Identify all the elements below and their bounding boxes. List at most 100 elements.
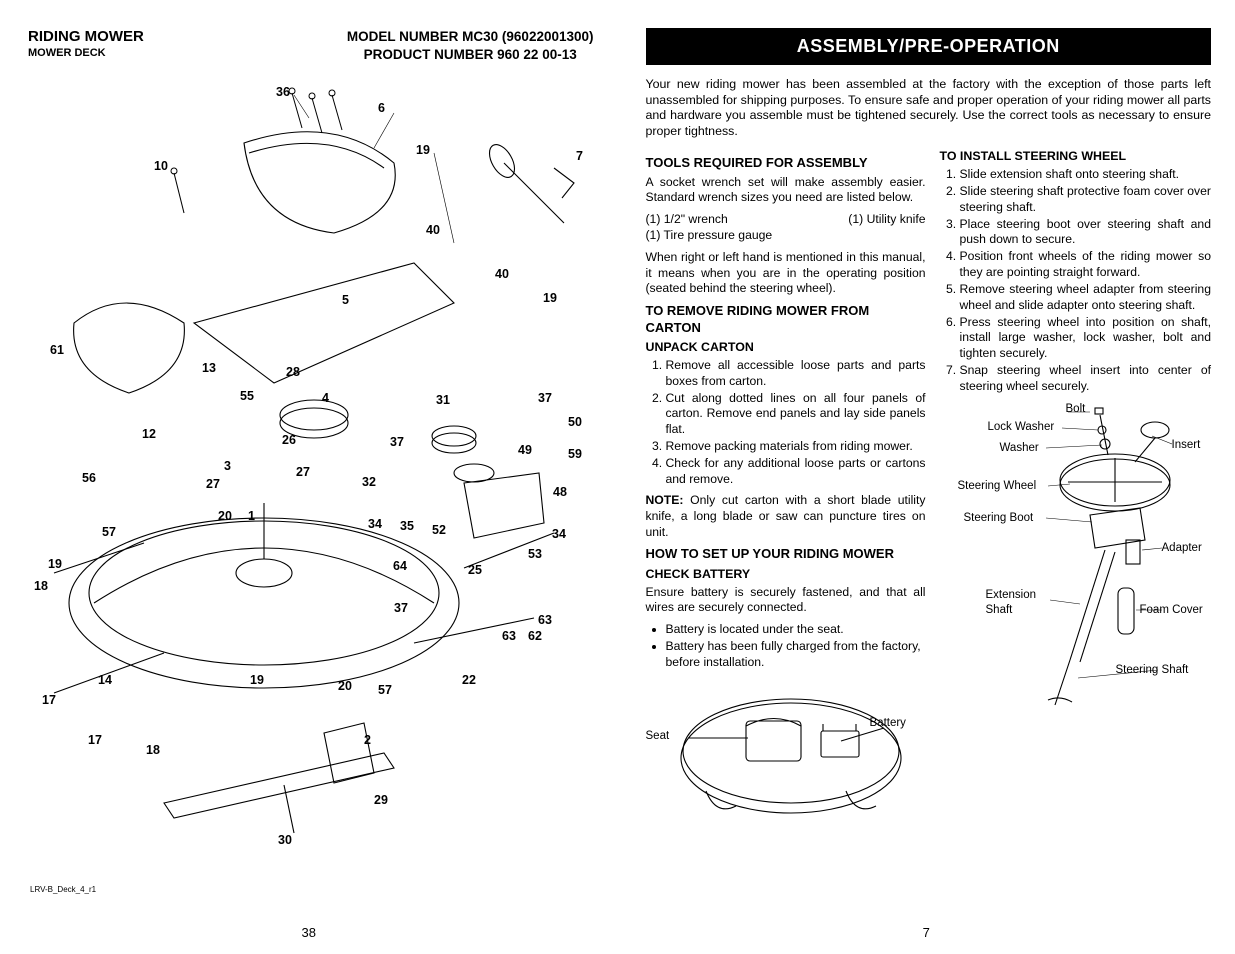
callout-number: 7 — [576, 149, 583, 163]
callout-number: 19 — [416, 143, 430, 157]
setup-heading: HOW TO SET UP YOUR RIDING MOWER — [646, 546, 926, 563]
callout-number: 37 — [390, 435, 404, 449]
page-right: ASSEMBLY/PRE-OPERATION Your new riding m… — [618, 0, 1235, 954]
list-item: Position front wheels of the riding mowe… — [960, 249, 1212, 280]
callout-number: 31 — [436, 393, 450, 407]
callout-number: 5 — [342, 293, 349, 307]
callout-number: 63 — [538, 613, 552, 627]
battery-figure: Seat Battery — [646, 676, 926, 831]
steering-wheel-label: Steering Wheel — [958, 479, 1037, 494]
steering-shaft-label: Steering Shaft — [1116, 663, 1189, 678]
callout-number: 22 — [462, 673, 476, 687]
callout-number: 6 — [378, 101, 385, 115]
callout-number: 62 — [528, 629, 542, 643]
callout-number: 34 — [552, 527, 566, 541]
callout-number: 57 — [102, 525, 116, 539]
list-item: Slide steering shaft protective foam cov… — [960, 184, 1212, 215]
battery-paragraph: Ensure battery is securely fastened, and… — [646, 585, 926, 616]
callout-number: 3 — [224, 459, 231, 473]
header-product: RIDING MOWER MOWER DECK — [28, 28, 144, 59]
callout-number: 32 — [362, 475, 376, 489]
tool-row-1: (1) 1/2" wrench (1) Utility knife — [646, 212, 926, 228]
callout-number: 26 — [282, 433, 296, 447]
two-column-body: TOOLS REQUIRED FOR ASSEMBLY A socket wre… — [646, 149, 1212, 944]
callout-number: 48 — [553, 485, 567, 499]
callout-number: 17 — [88, 733, 102, 747]
list-item: Remove all accessible loose parts and pa… — [666, 358, 926, 389]
seat-battery-svg — [646, 676, 926, 826]
list-item: Remove steering wheel adapter from steer… — [960, 282, 1212, 313]
callout-number: 63 — [502, 629, 516, 643]
callout-number: 28 — [286, 365, 300, 379]
callout-number: 53 — [528, 547, 542, 561]
foam-cover-label: Foam Cover — [1140, 603, 1203, 618]
callout-number: 30 — [278, 833, 292, 847]
list-item: Remove packing materials from riding mow… — [666, 439, 926, 455]
washer-label: Washer — [1000, 441, 1039, 456]
tools-heading: TOOLS REQUIRED FOR ASSEMBLY — [646, 155, 926, 172]
list-item: Snap steering wheel insert into center o… — [960, 363, 1212, 394]
callout-number: 19 — [48, 557, 62, 571]
seat-label: Seat — [646, 729, 670, 744]
tool-gauge: (1) Tire pressure gauge — [646, 228, 773, 244]
callout-number: 49 — [518, 443, 532, 457]
list-item: Cut along dotted lines on all four panel… — [666, 391, 926, 438]
mower-deck-figure — [34, 73, 594, 863]
callout-number: 37 — [538, 391, 552, 405]
callout-number: 50 — [568, 415, 582, 429]
section-banner: ASSEMBLY/PRE-OPERATION — [646, 28, 1212, 65]
callout-number: 40 — [495, 267, 509, 281]
product-line2: MOWER DECK — [28, 47, 144, 59]
callout-number: 29 — [374, 793, 388, 807]
model-line1: MODEL NUMBER MC30 (96022001300) — [347, 28, 594, 46]
callout-number: 36 — [276, 85, 290, 99]
callout-number: 57 — [378, 683, 392, 697]
diagram-caption: LRV-B_Deck_4_r1 — [30, 885, 96, 894]
callout-number: 52 — [432, 523, 446, 537]
column-2: TO INSTALL STEERING WHEEL Slide extensio… — [940, 149, 1212, 944]
unpack-heading: UNPACK CARTON — [646, 340, 926, 356]
note-label: NOTE: — [646, 493, 684, 507]
callout-number: 1 — [248, 509, 255, 523]
callout-number: 20 — [218, 509, 232, 523]
callout-number: 25 — [468, 563, 482, 577]
callout-number: 19 — [543, 291, 557, 305]
insert-label: Insert — [1172, 438, 1201, 453]
tools-paragraph: A socket wrench set will make assembly e… — [646, 175, 926, 206]
callout-number: 13 — [202, 361, 216, 375]
callout-number: 19 — [250, 673, 264, 687]
hand-note: When right or left hand is mentioned in … — [646, 250, 926, 297]
callout-number: 20 — [338, 679, 352, 693]
page-number-right: 7 — [923, 925, 930, 940]
callout-number: 27 — [296, 465, 310, 479]
callout-number: 64 — [393, 559, 407, 573]
tool-knife: (1) Utility knife — [848, 212, 925, 228]
bolt-label: Bolt — [1066, 402, 1086, 417]
header-model: MODEL NUMBER MC30 (96022001300) PRODUCT … — [347, 28, 594, 63]
callout-number: 55 — [240, 389, 254, 403]
list-item: Battery has been fully charged from the … — [666, 639, 926, 670]
install-steering-heading: TO INSTALL STEERING WHEEL — [940, 149, 1212, 165]
list-item: Check for any additional loose parts or … — [666, 456, 926, 487]
callout-number: 34 — [368, 517, 382, 531]
list-item: Place steering boot over steering shaft … — [960, 217, 1212, 248]
tool-wrench: (1) 1/2" wrench — [646, 212, 728, 228]
model-line2: PRODUCT NUMBER 960 22 00-13 — [347, 46, 594, 64]
unpack-step-list: Remove all accessible loose parts and pa… — [646, 358, 926, 487]
exploded-diagram: 3661971040401956113285543137501226374959… — [28, 73, 594, 944]
list-item: Battery is located under the seat. — [666, 622, 926, 638]
callout-number: 4 — [322, 391, 329, 405]
left-header: RIDING MOWER MOWER DECK MODEL NUMBER MC3… — [28, 28, 594, 63]
battery-heading: CHECK BATTERY — [646, 567, 926, 583]
callout-number: 61 — [50, 343, 64, 357]
intro-paragraph: Your new riding mower has been assembled… — [646, 77, 1212, 139]
callout-number: 18 — [34, 579, 48, 593]
note-text: Only cut carton with a short blade utili… — [646, 493, 926, 538]
callout-number: 37 — [394, 601, 408, 615]
callout-number: 27 — [206, 477, 220, 491]
list-item: Press steering wheel into position on sh… — [960, 315, 1212, 362]
column-1: TOOLS REQUIRED FOR ASSEMBLY A socket wre… — [646, 149, 926, 944]
battery-label: Battery — [870, 716, 906, 731]
callout-number: 56 — [82, 471, 96, 485]
battery-bullet-list: Battery is located under the seat.Batter… — [646, 622, 926, 670]
